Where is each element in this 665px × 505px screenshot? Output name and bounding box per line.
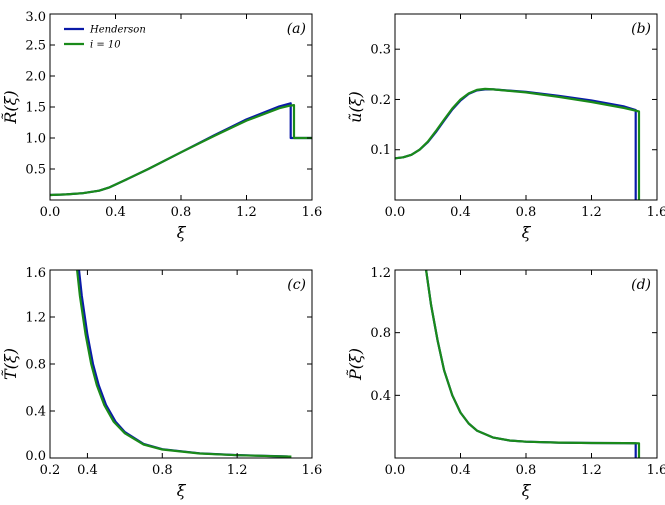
series-line-1 — [425, 270, 641, 458]
x-tick-label: 1.6 — [647, 205, 665, 220]
x-tick-label: 0.8 — [516, 463, 537, 478]
y-tick-label: 0.4 — [370, 389, 391, 404]
x-tick-label: 0.0 — [385, 205, 406, 220]
x-tick-label: 0.4 — [450, 463, 471, 478]
y-axis-label: R̃(ξ) — [1, 90, 20, 124]
series-line-1 — [76, 270, 292, 458]
panel-2: 0.2 0.4 0.8 1.2 1.6 0.0 0.4 0.8 1.2 1.6 ξ T̃(ξ) (c) — [1, 266, 322, 500]
y-tick-label: 1.6 — [25, 266, 46, 281]
series-line-0 — [50, 102, 312, 197]
legend: Henderson i = 10 — [64, 25, 146, 51]
y-tick-label: 2.5 — [25, 39, 46, 54]
panel-1: 0.0 0.4 0.8 1.2 1.6 0.1 0.2 0.3 ξ ũ(ξ) (b) — [346, 13, 665, 242]
y-tick-label: 3.0 — [25, 10, 46, 25]
y-tick-label: 0.5 — [25, 163, 46, 178]
y-tick-label: 1.2 — [370, 266, 391, 281]
y-tick-label: 1.2 — [25, 311, 46, 326]
y-tick-label: 0.3 — [370, 43, 391, 58]
x-tick-label: 0.8 — [171, 205, 192, 220]
panel-3: 0.0 0.4 0.8 1.2 1.6 0.4 0.8 1.2 ξ P̃(ξ) (d) — [346, 266, 665, 500]
x-tick-label: 1.6 — [647, 463, 665, 478]
plot-frame — [49, 269, 313, 459]
series-line-1 — [395, 87, 641, 200]
y-tick-label: 1.0 — [25, 132, 46, 147]
x-tick-label: 0.8 — [152, 463, 173, 478]
y-tick-label: 1.5 — [25, 101, 46, 116]
x-tick-label: 0.0 — [40, 205, 61, 220]
legend-label: Henderson — [89, 25, 146, 36]
x-tick-label: 1.2 — [581, 205, 602, 220]
x-tick-label: 0.4 — [105, 205, 126, 220]
panel-tag: (c) — [287, 277, 306, 293]
x-tick-label: 0.4 — [450, 205, 471, 220]
x-tick-label: 1.6 — [302, 463, 323, 478]
x-axis-label: ξ — [522, 481, 532, 500]
panel-tag: (a) — [287, 21, 306, 37]
y-tick-label: 0.2 — [370, 93, 391, 108]
x-tick-label: 1.2 — [236, 205, 257, 220]
x-tick-label: 1.6 — [302, 205, 323, 220]
series-line-0 — [395, 88, 637, 200]
y-tick-label: 0.0 — [25, 449, 46, 464]
legend-label: i = 10 — [90, 40, 121, 51]
x-tick-label: 0.8 — [516, 205, 537, 220]
series-line-1 — [50, 103, 312, 197]
x-axis-label: ξ — [177, 481, 187, 500]
y-tick-label: 0.4 — [25, 405, 46, 420]
panel-tag: (d) — [631, 277, 651, 293]
plot-frame — [394, 269, 658, 459]
x-tick-label: 0.2 — [40, 463, 61, 478]
series-line-0 — [425, 270, 637, 458]
y-tick-label: 0.8 — [370, 326, 391, 341]
x-tick-label: 1.2 — [227, 463, 248, 478]
panel-0: 0.0 0.4 0.8 1.2 1.6 0.5 1.0 1.5 2.0 2.5 3.0 ξ R̃(ξ) (… — [1, 10, 322, 242]
y-tick-label: 2.0 — [25, 70, 46, 85]
y-tick-label: 0.1 — [370, 143, 391, 158]
x-axis-label: ξ — [177, 223, 187, 242]
x-tick-label: 1.2 — [581, 463, 602, 478]
series-line-0 — [77, 270, 288, 458]
y-axis-label: P̃(ξ) — [346, 348, 365, 381]
y-tick-label: 0.8 — [25, 358, 46, 373]
y-axis-label: ũ(ξ) — [346, 91, 365, 123]
x-axis-label: ξ — [522, 223, 532, 242]
x-tick-label: 0.0 — [385, 463, 406, 478]
y-axis-label: T̃(ξ) — [1, 348, 20, 380]
x-tick-label: 0.4 — [77, 463, 98, 478]
panel-tag: (b) — [631, 21, 651, 37]
